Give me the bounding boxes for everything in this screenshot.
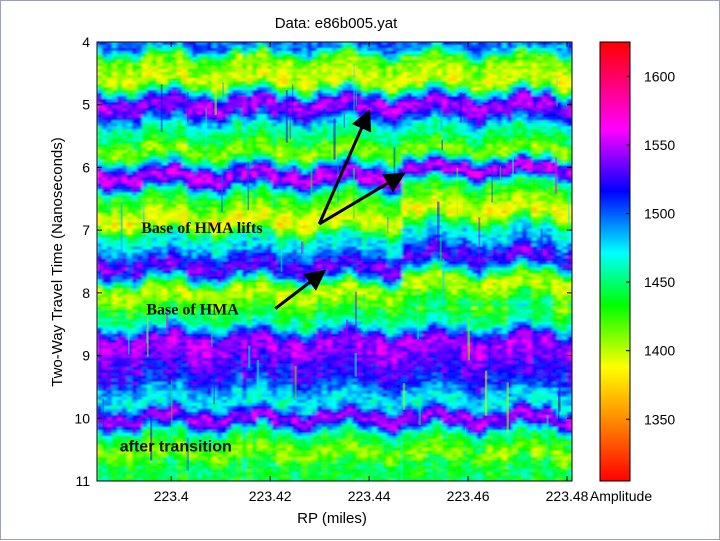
y-tick-label: 5 (82, 97, 90, 113)
annotation-after-transition: after transition (120, 439, 232, 456)
colorbar (600, 42, 630, 481)
colorbar-tick-label: 1350 (644, 411, 675, 427)
y-tick-label: 8 (82, 285, 90, 301)
x-tick-label: 223.46 (447, 488, 490, 504)
colorbar-label: Amplitude (590, 488, 652, 504)
heatmap-image (97, 42, 573, 490)
colorbar-tick-label: 1600 (644, 68, 675, 84)
chart-title: Data: e86b005.yat (275, 15, 398, 32)
annotation-base-of-hma: Base of HMA (146, 302, 239, 319)
y-tick-label: 4 (82, 34, 90, 50)
annotation-base-of-hma-lifts: Base of HMA lifts (141, 220, 262, 237)
x-tick-label: 223.42 (249, 488, 292, 504)
y-tick-label: 10 (74, 410, 90, 426)
y-tick-label: 6 (82, 159, 90, 175)
colorbar-tick-label: 1550 (644, 137, 675, 153)
colorbar-axis: 1350 1400 1450 1500 1550 1600 (626, 68, 675, 427)
x-tick-label: 223.48 (546, 488, 589, 504)
x-axis-label: RP (miles) (297, 510, 367, 527)
y-axis-label: Two-Way Travel Time (Nanoseconds) (49, 137, 66, 387)
x-tick-label: 223.4 (154, 488, 189, 504)
x-tick-label: 223.44 (348, 488, 391, 504)
y-tick-label: 7 (82, 222, 90, 238)
colorbar-tick-label: 1450 (644, 274, 675, 290)
y-tick-label: 9 (82, 348, 90, 364)
y-tick-label: 11 (75, 473, 90, 489)
colorbar-tick-label: 1400 (644, 343, 675, 359)
colorbar-tick-label: 1500 (644, 205, 675, 221)
